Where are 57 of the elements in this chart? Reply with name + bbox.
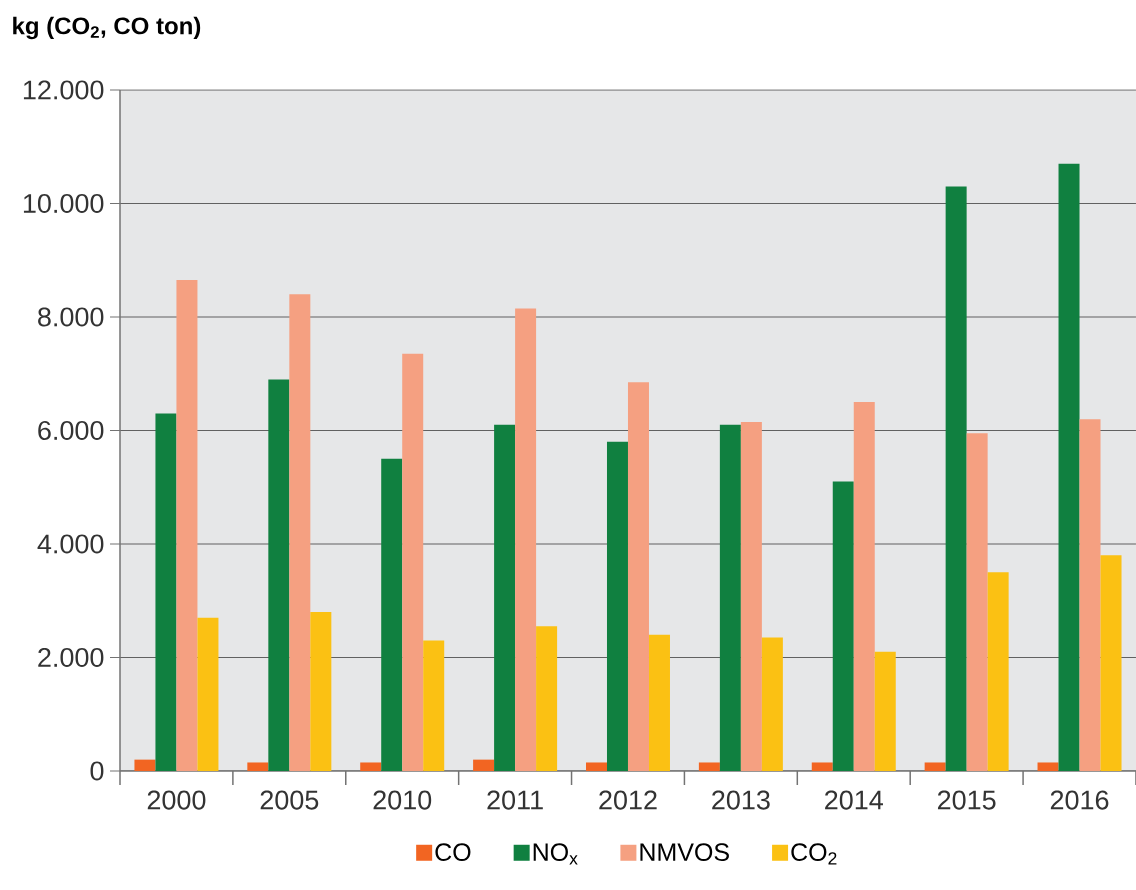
- bar: [494, 424, 516, 771]
- bar: [536, 626, 558, 771]
- bar: [853, 402, 875, 771]
- y-tick-label: 6.000: [38, 420, 104, 441]
- bar: [423, 640, 445, 771]
- x-tick-label: 2013: [712, 790, 770, 810]
- bar: [740, 421, 762, 771]
- bar: [1058, 163, 1080, 771]
- bar: [648, 634, 670, 771]
- bar: [1079, 419, 1101, 771]
- legend-label: NMVOS: [640, 843, 729, 861]
- bar: [761, 637, 783, 771]
- bar: [874, 651, 896, 771]
- bar: [155, 413, 177, 771]
- y-tick-label: 8.000: [38, 307, 104, 327]
- x-tick-label: 2005: [260, 790, 319, 810]
- bar: [1100, 555, 1122, 771]
- bar: [585, 762, 607, 771]
- legend-label: CO$_{2}$: [791, 843, 837, 865]
- bar: [310, 612, 332, 771]
- bar: [945, 186, 967, 771]
- bar: [360, 762, 382, 771]
- x-tick-label: 2011: [487, 790, 543, 810]
- x-tick-label: 2014: [825, 790, 883, 810]
- bar: [134, 759, 156, 771]
- y-tick-label: 2.000: [38, 647, 104, 668]
- legend-label: CO: [435, 843, 471, 861]
- bar: [473, 759, 495, 771]
- y-tick-label: 12.000: [23, 80, 104, 100]
- y-tick-label: 0: [90, 761, 104, 781]
- bar: [515, 308, 537, 771]
- bar: [1037, 762, 1059, 771]
- y-tick-label: 4.000: [37, 534, 104, 554]
- x-tick-label: 2000: [147, 790, 206, 810]
- bar: [832, 481, 854, 771]
- x-tick-label: 2016: [1050, 790, 1109, 810]
- bar: [966, 433, 988, 771]
- bar: [197, 617, 219, 771]
- bar: [811, 762, 833, 771]
- bar: [176, 280, 198, 771]
- bar: [381, 458, 403, 771]
- x-tick-label: 2010: [373, 790, 432, 810]
- bar: [247, 762, 269, 771]
- bar: [268, 379, 290, 771]
- bar: [698, 762, 720, 771]
- text: kg (CO$_{2}$, CO ton): [13, 16, 201, 40]
- bar: [627, 382, 649, 771]
- x-tick-label: 2015: [937, 790, 996, 810]
- y-tick-label: 10.000: [23, 193, 104, 214]
- x-tick-label: 2012: [599, 790, 657, 810]
- bar: [924, 762, 946, 771]
- bar: [289, 294, 311, 771]
- bar: [402, 353, 424, 771]
- bar: [987, 572, 1009, 771]
- bar: [719, 424, 741, 771]
- bar: [606, 441, 628, 771]
- legend-label: NO$_{x}$: [533, 843, 578, 865]
